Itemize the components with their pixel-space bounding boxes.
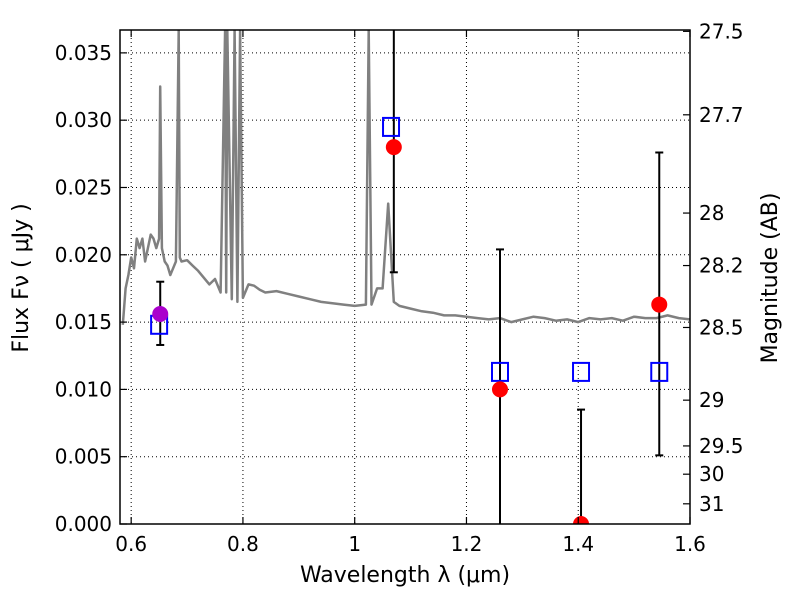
y2-tick-label: 27.7 [699, 103, 744, 127]
y2-tick-label: 28.2 [699, 254, 744, 278]
y2-tick-label: 31 [699, 492, 724, 516]
plot-border [119, 29, 691, 525]
y-tick-label: 0.000 [55, 512, 112, 536]
y-ticks: 0.000 0.005 0.010 0.015 0.020 0.025 0.030 0.035 [55, 41, 127, 536]
observed-point [651, 296, 668, 313]
y-axis-label: Flux Fν ( μJy ) [9, 203, 34, 352]
y-tick-label: 0.005 [55, 445, 112, 469]
x-ticks: 0.6 0.8 1 1.2 1.4 1.6 [115, 30, 706, 556]
observed-points-layer [150, 30, 669, 524]
y2-tick-label: 28 [699, 201, 724, 225]
plot-frame [119, 29, 691, 525]
observed-point [152, 306, 169, 323]
x-tick-label: 1.6 [674, 532, 706, 556]
y2-tick-label: 29.5 [699, 434, 744, 458]
y-tick-label: 0.015 [55, 310, 112, 334]
x-tick-label: 1 [348, 532, 361, 556]
x-tick-label: 0.6 [115, 532, 147, 556]
y-tick-label: 0.030 [55, 108, 112, 132]
observed-point [492, 381, 508, 398]
x-tick-label: 1.2 [451, 532, 483, 556]
y-tick-label: 0.025 [55, 175, 112, 199]
y-tick-label: 0.010 [55, 377, 112, 401]
model-sed-layer [121, 30, 690, 325]
y2-tick-label: 30 [699, 462, 724, 486]
x-tick-label: 0.8 [227, 532, 259, 556]
model-band-square [650, 361, 669, 382]
y2-ticks: 27.5 27.7 28 28.2 28.5 29 29.5 30 31 [683, 19, 744, 516]
model-band-square [382, 116, 401, 137]
y-tick-label: 0.035 [55, 41, 112, 65]
x-axis-label: Wavelength λ (μm) [300, 563, 510, 588]
x-tick-label: 1.4 [562, 532, 594, 556]
observed-point [385, 139, 402, 156]
grid [120, 30, 691, 525]
model-band-square [491, 361, 509, 382]
y-tick-label: 0.020 [55, 243, 112, 267]
model-sed-line [121, 30, 690, 325]
y2-tick-label: 28.5 [699, 315, 744, 339]
observed-point [573, 516, 590, 524]
y2-tick-label: 27.5 [699, 19, 744, 43]
y2-tick-label: 29 [699, 388, 724, 412]
model-band-square [572, 361, 591, 382]
y2-axis-label: Magnitude (AB) [758, 193, 783, 364]
